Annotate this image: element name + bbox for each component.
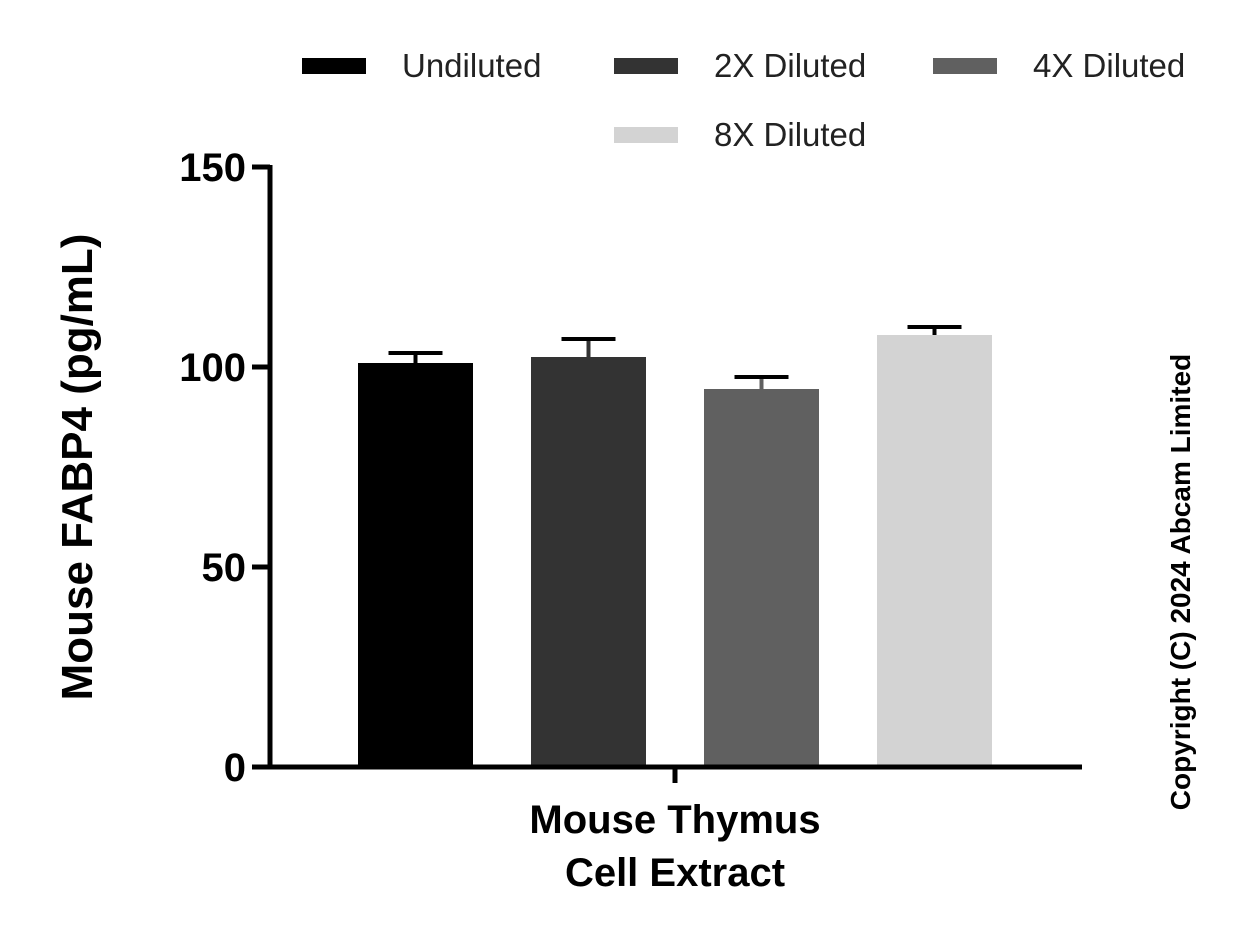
axes <box>252 165 1082 783</box>
legend-label: Undiluted <box>402 47 541 84</box>
x-category-label-line: Mouse Thymus <box>529 798 820 842</box>
bar-2x-diluted <box>531 357 646 767</box>
legend-swatch <box>614 58 678 74</box>
y-tick-label: 150 <box>179 146 246 190</box>
x-category-label: Mouse Thymus Cell Extract <box>529 798 820 895</box>
legend-label: 8X Diluted <box>714 116 866 153</box>
legend-label: 2X Diluted <box>714 47 866 84</box>
bar-8x-diluted <box>877 335 992 767</box>
bars <box>358 335 992 767</box>
y-tick-label: 50 <box>202 546 247 590</box>
x-category-label-line: Cell Extract <box>565 851 785 895</box>
legend-swatch <box>614 127 678 143</box>
error-bars <box>388 325 962 389</box>
legend-swatch <box>302 58 366 74</box>
legend-label: 4X Diluted <box>1033 47 1185 84</box>
y-ticks: 0 50 100 150 <box>179 146 270 790</box>
y-axis-title: Mouse FABP4 (pg/mL) <box>53 234 102 701</box>
copyright-text: Copyright (C) 2024 Abcam Limited <box>1165 354 1196 810</box>
bar-undiluted <box>358 363 473 767</box>
legend-swatch <box>933 58 997 74</box>
bar-4x-diluted <box>704 389 819 767</box>
y-tick-label: 100 <box>179 346 246 390</box>
legend: Undiluted 2X Diluted 4X Diluted 8X Diluted <box>302 47 1185 153</box>
y-tick-label: 0 <box>224 746 246 790</box>
